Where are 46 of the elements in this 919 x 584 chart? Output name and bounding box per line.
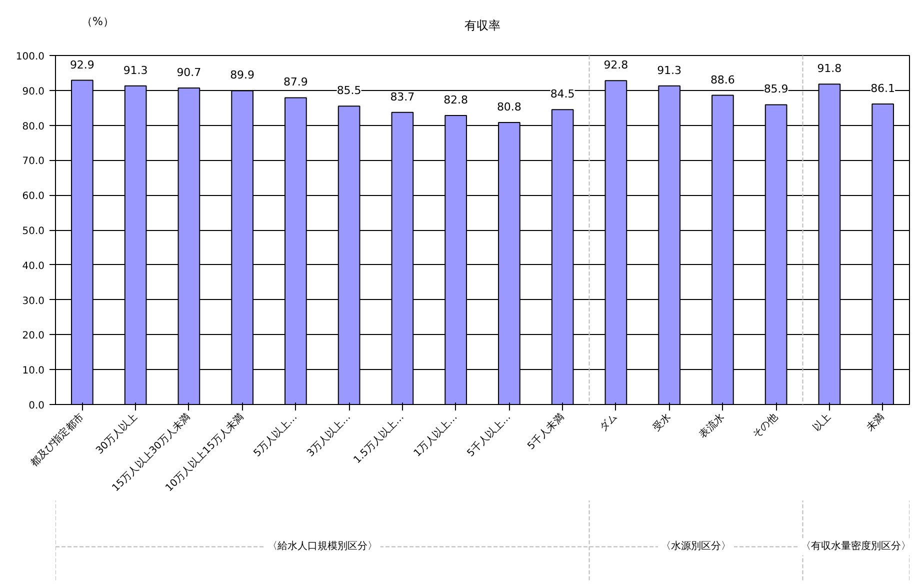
x-tick-label: 表流水 <box>696 410 727 441</box>
x-tick-label: 受水 <box>650 410 674 434</box>
x-tick-label: 3万人以上… <box>304 410 353 460</box>
y-tick-label: 0.0 <box>28 400 45 412</box>
x-tick-label: 5万人以上… <box>251 410 300 460</box>
data-label: 91.3 <box>123 64 148 77</box>
y-axis-title: （%） <box>82 15 114 28</box>
y-tick-label: 10.0 <box>22 366 44 377</box>
text: 〈給水人口規模別区分〉 <box>267 540 378 552</box>
y-tick-label: 70.0 <box>22 156 44 168</box>
x-tick-label: 1.5万人以上… <box>351 410 406 466</box>
y-tick-label: 100.0 <box>16 52 45 62</box>
x-tick-label: 30万人以上 <box>94 410 140 457</box>
data-label: 80.8 <box>496 100 522 114</box>
data-label: 89.9 <box>230 68 255 82</box>
y-tick-label: 90.0 <box>22 86 44 98</box>
data-label: 84.5 <box>550 88 575 101</box>
x-tick-label: 5千人以上… <box>464 410 514 460</box>
data-label: 91.8 <box>817 62 842 76</box>
data-label: 82.8 <box>444 94 468 107</box>
text: 〈有収水量密度別区分〉 <box>801 540 912 552</box>
x-tick-label: その他 <box>750 410 780 441</box>
y-tick-label: 60.0 <box>22 191 44 202</box>
data-label: 88.6 <box>710 73 735 86</box>
x-tick-label: 1万人以上… <box>411 410 460 460</box>
y-tick-label: 80.0 <box>22 121 44 132</box>
data-label: 83.7 <box>390 90 415 104</box>
data-label: 85.5 <box>336 84 362 98</box>
data-label: 85.9 <box>764 82 788 96</box>
y-tick-label: 20.0 <box>22 330 44 342</box>
x-tick-label: 未満 <box>864 410 887 434</box>
y-tick-label: 50.0 <box>22 226 44 237</box>
x-tick-label: 都及び指定都市 <box>28 410 86 469</box>
data-label: 91.3 <box>657 64 682 77</box>
x-tick-label: ダム <box>597 410 620 434</box>
data-label: 87.9 <box>283 76 308 89</box>
data-label: 90.7 <box>176 66 202 79</box>
text: 〈水源別区分〉 <box>661 540 731 552</box>
data-label: 92.9 <box>70 58 94 72</box>
x-tick-label: 5千人未満 <box>525 410 566 452</box>
data-label: 92.8 <box>604 58 628 72</box>
chart-title: 有収率 <box>464 18 500 32</box>
x-tick-label: 以上 <box>810 410 834 434</box>
data-label: 86.1 <box>870 82 896 96</box>
y-tick-label: 30.0 <box>22 296 44 307</box>
y-tick-label: 40.0 <box>22 260 44 272</box>
